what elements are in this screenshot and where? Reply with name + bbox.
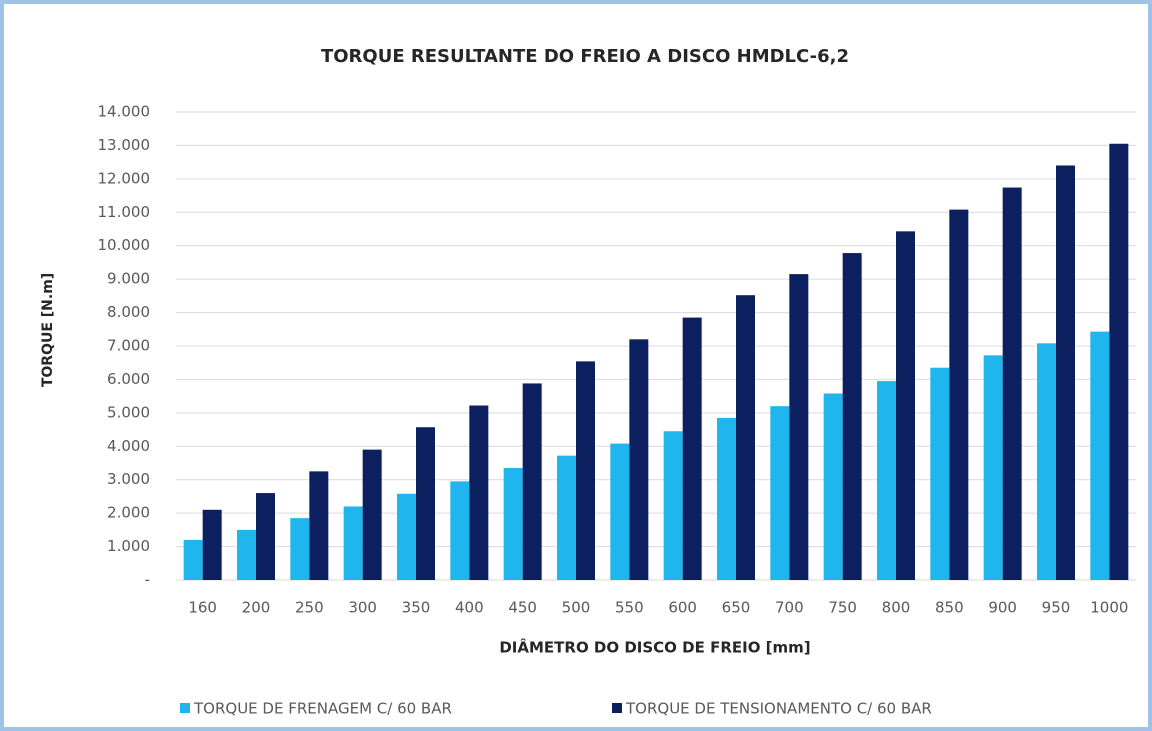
y-tick-label: 7.000 — [107, 337, 150, 355]
y-tick-label: 6.000 — [107, 370, 150, 388]
y-tick-label: 12.000 — [98, 169, 151, 187]
y-tick-label: 1.000 — [107, 537, 150, 555]
x-tick-label: 250 — [295, 599, 324, 617]
y-tick-label: 10.000 — [98, 236, 151, 254]
y-tick-label: 5.000 — [107, 403, 150, 421]
legend-label: TORQUE DE TENSIONAMENTO C/ 60 BAR — [625, 700, 932, 718]
y-tick-label: 8.000 — [107, 303, 150, 321]
bar — [930, 367, 950, 580]
bar — [983, 355, 1003, 580]
x-tick-label: 450 — [508, 599, 537, 617]
bar — [469, 405, 489, 580]
legend-label: TORQUE DE FRENAGEM C/ 60 BAR — [193, 700, 452, 718]
bar — [629, 339, 649, 580]
x-tick-label: 650 — [722, 599, 751, 617]
bar — [1056, 165, 1075, 580]
bar — [770, 406, 790, 580]
y-tick-label: 9.000 — [107, 270, 150, 288]
x-tick-label: 400 — [455, 599, 484, 617]
x-tick-label: 500 — [562, 599, 591, 617]
bar — [1037, 343, 1056, 580]
bar — [202, 509, 222, 580]
x-tick-label: 950 — [1042, 599, 1071, 617]
bar — [576, 361, 595, 580]
legend-swatch — [612, 703, 622, 713]
bar — [557, 455, 576, 580]
bar — [682, 317, 702, 580]
y-tick-label: 14.000 — [98, 103, 151, 121]
bar — [823, 393, 843, 580]
x-tick-label: 600 — [668, 599, 697, 617]
x-tick-label: 160 — [188, 599, 217, 617]
bar — [1002, 187, 1022, 580]
y-tick-label: 13.000 — [98, 136, 151, 154]
bar — [416, 427, 435, 580]
chart-title: TORQUE RESULTANTE DO FREIO A DISCO HMDLC… — [321, 46, 849, 67]
bar — [1090, 331, 1110, 580]
bar — [896, 231, 915, 580]
bar — [183, 539, 203, 580]
bar — [503, 468, 523, 580]
bar — [309, 471, 329, 580]
x-tick-label: 900 — [988, 599, 1017, 617]
y-tick-label: 11.000 — [98, 203, 151, 221]
bar — [256, 493, 275, 580]
x-tick-label: 700 — [775, 599, 804, 617]
bar — [237, 529, 256, 580]
x-tick-label: 850 — [935, 599, 964, 617]
bar — [397, 493, 416, 580]
bar — [736, 295, 755, 580]
y-tick-label: 3.000 — [107, 470, 150, 488]
x-tick-label: 750 — [828, 599, 857, 617]
bar — [789, 274, 809, 580]
y-tick-label: - — [145, 571, 150, 589]
x-tick-label: 1000 — [1090, 599, 1128, 617]
bar — [877, 381, 896, 580]
bar — [450, 481, 470, 580]
y-tick-label: 4.000 — [107, 437, 150, 455]
y-tick-label: 2.000 — [107, 504, 150, 522]
bar — [362, 449, 382, 580]
bar — [1109, 143, 1129, 580]
bar — [949, 209, 969, 580]
x-tick-label: 350 — [402, 599, 431, 617]
bar — [290, 518, 310, 580]
bar — [842, 253, 862, 580]
bar — [343, 506, 363, 580]
bar — [610, 443, 630, 580]
x-axis-label: DIÂMETRO DO DISCO DE FREIO [mm] — [499, 638, 810, 657]
x-tick-label: 300 — [348, 599, 377, 617]
bar — [663, 431, 683, 580]
y-axis-label: TORQUE [N.m] — [40, 273, 56, 387]
x-tick-label: 550 — [615, 599, 644, 617]
x-tick-label: 200 — [242, 599, 271, 617]
x-tick-label: 800 — [882, 599, 911, 617]
bar — [522, 383, 542, 580]
bar — [717, 417, 736, 580]
legend-swatch — [180, 703, 190, 713]
